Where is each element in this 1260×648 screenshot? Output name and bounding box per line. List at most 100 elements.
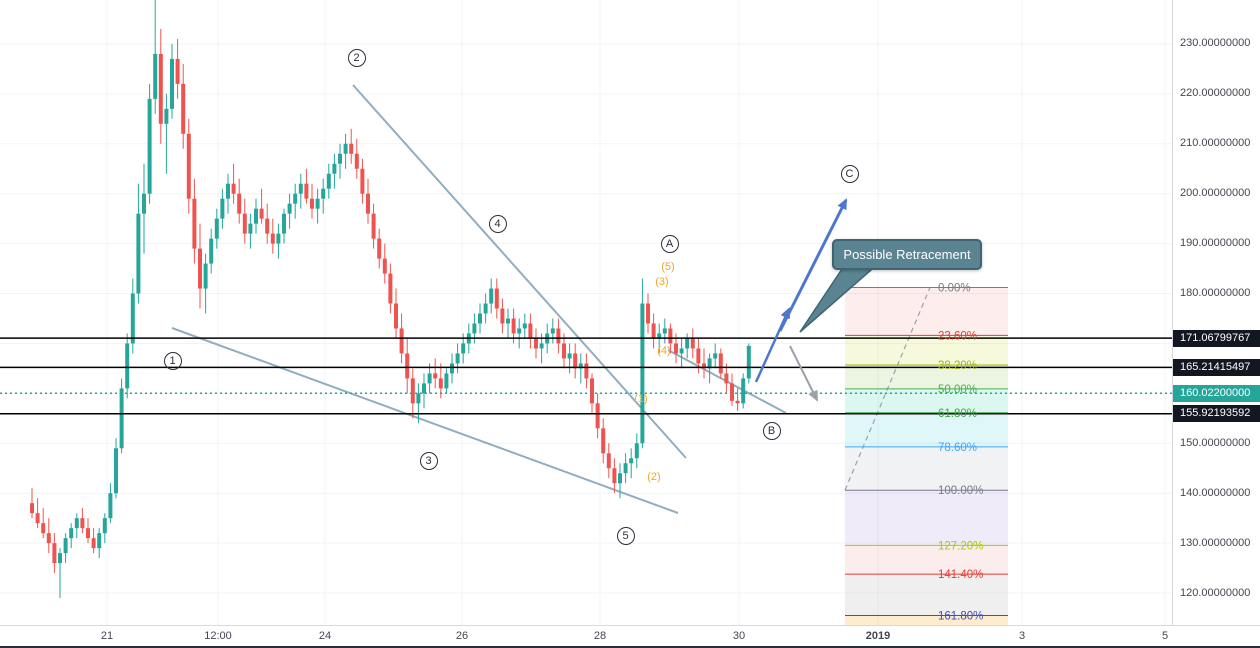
candle-body — [685, 338, 690, 349]
candle-body — [472, 323, 477, 334]
candle-body — [461, 343, 466, 354]
candle-body — [707, 358, 712, 369]
candle-body — [511, 318, 516, 334]
candle-body — [170, 58, 174, 109]
candle-body — [91, 538, 96, 549]
candle-body — [735, 400, 740, 404]
candle-body — [108, 493, 113, 519]
time-tick-label: 24 — [318, 630, 332, 642]
candle-body — [483, 303, 488, 314]
fib-band — [845, 446, 1008, 491]
candle-body — [58, 553, 62, 564]
arrow-drawing[interactable] — [754, 307, 791, 383]
time-tick-label: 5 — [1161, 630, 1169, 642]
candle-body — [534, 338, 538, 349]
candle-body — [181, 83, 186, 134]
trend-line[interactable] — [352, 84, 687, 459]
fib-level-label: 78.60% — [938, 442, 977, 454]
candle-body — [657, 333, 662, 339]
candle-body — [567, 353, 572, 359]
candle-body — [444, 373, 449, 389]
candle-body — [349, 143, 354, 154]
candle-body — [259, 208, 264, 219]
candle-body — [500, 308, 505, 324]
price-axis[interactable]: 230.00000000 220.00000000 210.00000000 200.… — [1172, 0, 1260, 625]
fib-band — [845, 490, 1008, 546]
fib-level-label: 38.20% — [938, 360, 977, 372]
candle-body — [713, 353, 718, 359]
candle-body — [494, 288, 499, 309]
candle-body — [242, 213, 247, 234]
price-tick-label: 190.00000000 — [1180, 237, 1251, 250]
candle-body — [315, 198, 320, 209]
candle-body — [231, 183, 236, 194]
callout-possible-retracement[interactable]: Possible Retracement — [832, 239, 982, 270]
candle-body — [125, 343, 130, 389]
fib-band — [845, 412, 1008, 447]
candle-body — [388, 273, 393, 304]
candle-body — [528, 323, 533, 339]
candle-body — [573, 353, 578, 369]
candle-body — [265, 218, 270, 234]
fib-level-label: 100.00% — [938, 485, 983, 497]
candle-body — [158, 53, 163, 124]
price-tick-label: 150.00000000 — [1180, 436, 1251, 449]
price-tick-label: 140.00000000 — [1180, 486, 1251, 499]
candle-body — [214, 218, 219, 239]
candle-body — [438, 378, 443, 389]
candle-body — [114, 448, 118, 494]
fib-level-label: 127.20% — [938, 540, 983, 552]
candle-body — [164, 108, 169, 124]
price-tick-label: 230.00000000 — [1180, 37, 1251, 50]
trend-line[interactable] — [171, 327, 679, 514]
candle-body — [517, 328, 522, 334]
price-tick-label: 210.00000000 — [1180, 137, 1251, 150]
candle-body — [287, 203, 292, 214]
candle-body — [674, 343, 678, 354]
candle-body — [130, 293, 135, 344]
callout-text: Possible Retracement — [843, 247, 971, 262]
candle-body — [366, 193, 370, 214]
candle-body — [80, 518, 85, 529]
candle-body — [578, 363, 583, 369]
candle-body — [601, 428, 606, 454]
candle-body — [702, 363, 706, 369]
fib-band — [845, 388, 1008, 413]
price-line-badge: 160.02200000 — [1173, 384, 1260, 402]
candle-body — [741, 378, 746, 404]
candle-body — [450, 363, 454, 374]
candle-body — [595, 403, 600, 429]
candle-body — [539, 343, 544, 349]
candle-body — [226, 183, 230, 199]
candle-body — [102, 518, 107, 534]
candle-body — [718, 353, 723, 374]
fib-level-label: 161.80% — [938, 610, 983, 622]
candle-body — [455, 353, 460, 364]
candle-body — [634, 443, 639, 459]
candle-body — [377, 238, 382, 259]
arrow-drawing[interactable] — [789, 345, 818, 402]
candle-body — [696, 348, 701, 364]
candle-body — [186, 133, 191, 199]
arrow-drawing[interactable] — [778, 198, 848, 332]
candle-body — [326, 173, 331, 189]
candle-body — [52, 543, 57, 564]
candle-body — [690, 338, 695, 349]
candle-body — [198, 248, 202, 289]
candle-body — [35, 513, 40, 524]
candle-body — [310, 198, 314, 209]
candle-body — [550, 328, 555, 334]
chart-canvas[interactable]: 0.00% 23.60% 38.20% 50.00% 61.80% 78.60% 100.0… — [0, 0, 1172, 625]
candle-body — [590, 378, 594, 404]
candle-body — [153, 53, 158, 99]
candle-body — [556, 328, 561, 344]
price-tick-label: 120.00000000 — [1180, 586, 1251, 599]
candle-body — [662, 328, 667, 334]
candle-body — [506, 318, 510, 324]
candle-body — [640, 303, 645, 444]
candle-body — [237, 193, 242, 214]
price-tick-label: 130.00000000 — [1180, 536, 1251, 549]
candle-body — [410, 378, 415, 404]
time-axis[interactable]: 21 12:00 24 26 28 30 2019 3 5 — [0, 625, 1260, 646]
